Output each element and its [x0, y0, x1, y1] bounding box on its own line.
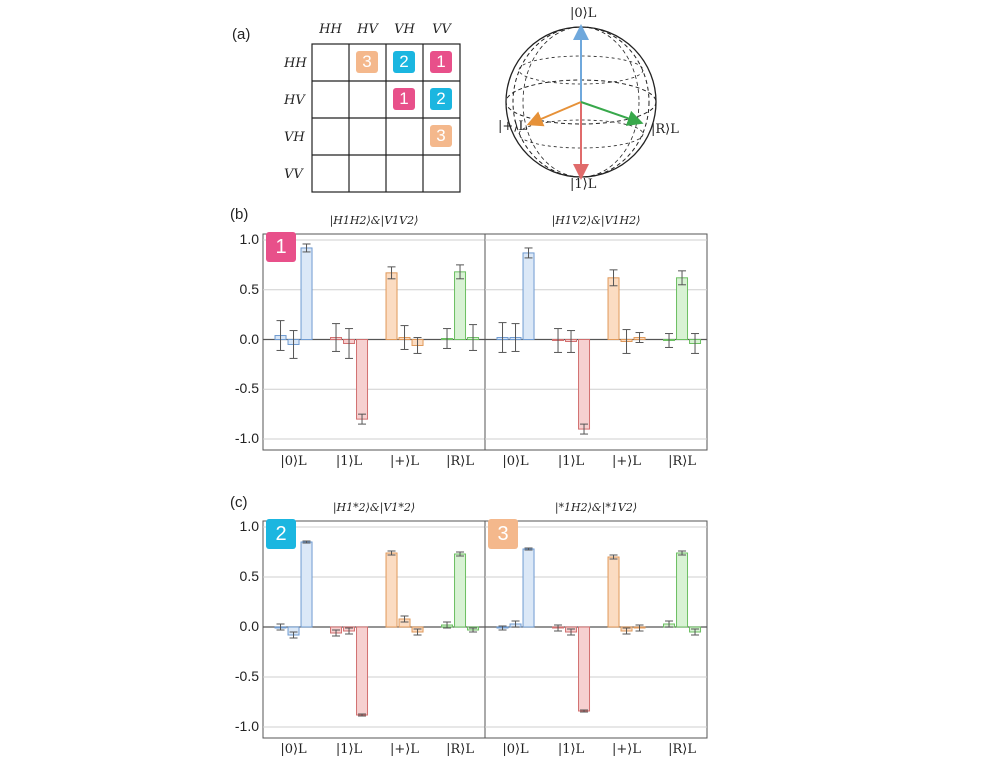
bar — [300, 541, 313, 628]
bar — [676, 277, 689, 341]
bloch-label-r: |R⟩L — [651, 122, 679, 137]
row-header: VH — [284, 130, 305, 145]
x-tick-label: |0⟩L — [280, 742, 307, 757]
bar-chart-b-right: |0⟩L |1⟩L |+⟩L |R⟩L |H1V2⟩&|V1H2⟩ — [484, 214, 708, 469]
bar — [385, 272, 398, 341]
x-tick-label: |+⟩L — [612, 742, 641, 757]
bar-chart-c-right: |0⟩L |1⟩L |+⟩L |R⟩L |*1H2⟩&|*1V2⟩ 3 — [484, 501, 708, 757]
chart-title: |H1H2⟩&|V1V2⟩ — [329, 214, 419, 227]
row-header: HH — [284, 56, 307, 71]
col-header: VV — [432, 22, 451, 37]
chart-svg — [484, 520, 708, 739]
x-tick-label: |0⟩L — [280, 454, 307, 469]
y-tick-label: -0.5 — [234, 380, 259, 397]
series-badge: 2 — [266, 519, 296, 549]
chart-svg — [262, 233, 486, 451]
y-tick-label: 1.0 — [239, 518, 259, 534]
row-header: VV — [284, 167, 303, 182]
y-tick-label: 0.0 — [239, 330, 259, 347]
x-tick-label: |R⟩L — [668, 742, 696, 757]
col-header: VH — [394, 22, 415, 37]
grid-cell-badge: 1 — [393, 88, 415, 110]
grid-cell-badge: 3 — [430, 125, 452, 147]
bar — [522, 252, 535, 341]
grid-cell-badge: 2 — [393, 51, 415, 73]
row-header: HV — [284, 93, 305, 108]
plot-frame — [484, 233, 708, 451]
chart-svg — [484, 233, 708, 451]
x-tick-label: |R⟩L — [446, 742, 474, 757]
bar — [607, 277, 620, 341]
bar — [300, 247, 313, 341]
x-tick-label: |R⟩L — [446, 454, 474, 469]
x-tick-label: |0⟩L — [502, 742, 529, 757]
panel-c-label: (c) — [230, 494, 248, 511]
bar-chart-b-left: |0⟩L |1⟩L |+⟩L |R⟩L |H1H2⟩&|V1V2⟩ 1 1.0 0.5 0.0 -… — [235, 214, 486, 469]
arrow-r — [580, 101, 644, 126]
chart-svg — [262, 520, 486, 739]
y-tick-label: 0.0 — [239, 618, 259, 634]
y-tick-label: -0.5 — [234, 668, 259, 684]
bar — [607, 556, 620, 628]
bar — [356, 626, 369, 716]
y-tick-label: -1.0 — [234, 430, 259, 447]
bar-chart-c-left: |0⟩L |1⟩L |+⟩L |R⟩L |H1*2⟩&|V1*2⟩ 2 1.0 0.5 0.0 -… — [235, 501, 486, 757]
bar — [356, 339, 369, 420]
bloch-label-zero: |0⟩L — [570, 6, 597, 21]
panel-b-label: (b) — [230, 206, 249, 223]
x-tick-label: |1⟩L — [557, 742, 585, 757]
bloch-label-one: |1⟩L — [570, 177, 597, 192]
bar — [454, 553, 467, 628]
bar — [385, 552, 398, 628]
x-tick-label: |1⟩L — [557, 454, 585, 469]
chart-title: |H1V2⟩&|V1H2⟩ — [551, 214, 641, 227]
grid-cell-badge: 2 — [430, 88, 452, 110]
bar — [676, 552, 689, 628]
y-tick-label: 0.5 — [239, 568, 259, 584]
bar — [578, 339, 591, 430]
grid-cell-badge: 1 — [430, 51, 452, 73]
bloch-label-plus: |+⟩L — [498, 119, 527, 134]
y-tick-label: -1.0 — [234, 718, 259, 734]
bar — [454, 271, 467, 341]
series-badge: 1 — [266, 232, 296, 262]
arrow-plus — [526, 101, 582, 127]
col-header: HH — [319, 22, 342, 37]
bar — [522, 548, 535, 628]
y-tick-label: 0.5 — [239, 280, 259, 297]
plot-frame — [484, 520, 708, 739]
x-tick-label: |1⟩L — [335, 742, 363, 757]
x-tick-label: |+⟩L — [390, 742, 419, 757]
x-tick-label: |1⟩L — [335, 454, 363, 469]
col-header: HV — [357, 22, 378, 37]
x-tick-label: |R⟩L — [668, 454, 696, 469]
panel-a-label: (a) — [232, 26, 251, 43]
x-tick-label: |+⟩L — [612, 454, 641, 469]
bar — [578, 626, 591, 712]
x-tick-label: |0⟩L — [502, 454, 529, 469]
chart-title: |*1H2⟩&|*1V2⟩ — [554, 501, 638, 514]
series-badge: 3 — [488, 519, 518, 549]
x-tick-label: |+⟩L — [390, 454, 419, 469]
grid-cell-badge: 3 — [356, 51, 378, 73]
chart-title: |H1*2⟩&|V1*2⟩ — [332, 501, 416, 514]
y-tick-label: 1.0 — [239, 231, 259, 247]
